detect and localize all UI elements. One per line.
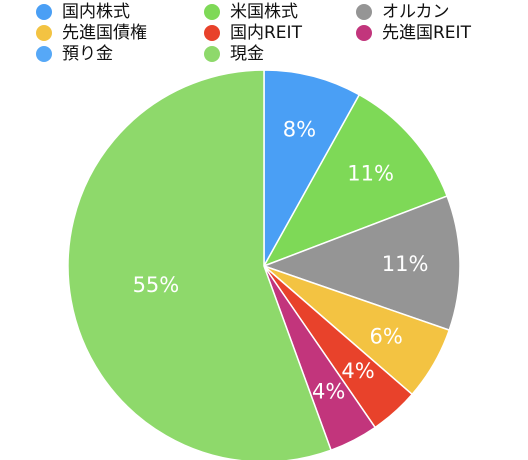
pie-slice [263, 69, 361, 267]
chart-legend: 国内株式 米国株式 オルカン先進国債権 国内REIT 先進国REIT 預り金 現金 [0, 0, 528, 70]
pie-slices [67, 69, 461, 460]
legend-item: 先進国REIT [356, 22, 471, 44]
legend-label: 米国株式 [230, 2, 298, 22]
legend-item: オルカン [356, 1, 450, 23]
legend-item: 国内株式 [36, 1, 130, 23]
legend-color-dot [356, 25, 372, 41]
legend-item: 預り金 [36, 43, 113, 65]
legend-label: オルカン [382, 2, 450, 22]
legend-item: 米国株式 [204, 1, 298, 23]
legend-item: 先進国債権 [36, 22, 147, 44]
legend-label: 現金 [230, 44, 264, 64]
legend-label: 国内株式 [62, 2, 130, 22]
pie-labels: 8% 11% 11% 6% 4%4% 55% [133, 117, 429, 403]
legend-color-dot [36, 46, 52, 62]
legend-label: 先進国債権 [62, 23, 147, 43]
slice-data-label: 55% [133, 273, 180, 297]
legend-color-dot [204, 4, 220, 20]
legend-color-dot [356, 4, 372, 20]
legend-label: 先進国REIT [382, 23, 471, 43]
slice-data-label: 4% [312, 379, 345, 403]
slice-data-label: 8% [283, 117, 316, 141]
legend-item: 国内REIT [204, 22, 302, 44]
slice-data-label: 6% [370, 325, 403, 349]
legend-label: 預り金 [62, 44, 113, 64]
slice-data-label: 4% [341, 359, 374, 383]
slice-data-label: 11% [382, 252, 429, 276]
legend-color-dot [36, 4, 52, 20]
legend-item: 現金 [204, 43, 264, 65]
pie-slice [263, 195, 461, 331]
legend-label: 国内REIT [230, 23, 302, 43]
slice-data-label: 11% [347, 162, 394, 186]
legend-color-dot [204, 46, 220, 62]
legend-color-dot [204, 25, 220, 41]
pie-slice [263, 93, 448, 267]
legend-color-dot [36, 25, 52, 41]
